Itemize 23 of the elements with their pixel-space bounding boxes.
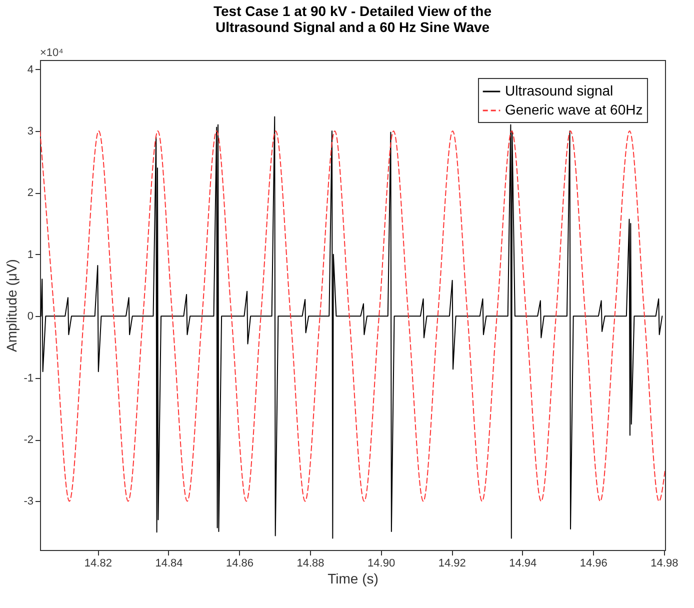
x-tick-label: 14.94 — [509, 558, 537, 570]
x-tick-label: 14.98 — [650, 558, 678, 570]
text: ×10⁴ — [40, 47, 64, 59]
legend-label: Ultrasound signal — [505, 82, 614, 98]
x-tick-label: 14.90 — [368, 558, 396, 570]
x-tick-label: 14.88 — [296, 558, 324, 570]
y-tick-label: 0 — [27, 310, 34, 323]
x-tick-label: 14.84 — [155, 558, 183, 570]
y-tick-label: 1 — [27, 248, 34, 261]
chart-title: Test Case 1 at 90 kV - Detailed View of the Ultrasound Signal and a 60 Hz Sine Wave — [213, 3, 492, 35]
x-tick-label: 14.86 — [226, 558, 254, 570]
y-tick-label: 3 — [27, 125, 34, 138]
x-tick-label: 14.92 — [438, 558, 466, 570]
legend-label: Generic wave at 60Hz — [505, 102, 643, 118]
y-axis-title: Amplitude (μV) — [4, 259, 20, 352]
y-tick-label: -1 — [24, 372, 34, 384]
y-tick-label: -2 — [24, 434, 34, 446]
y-tick-label: -3 — [24, 496, 34, 508]
x-tick-label: 14.82 — [84, 558, 112, 570]
y-tick-label: 4 — [27, 64, 34, 76]
x-axis-title: Time (s) — [328, 570, 378, 586]
y-tick-label: 2 — [27, 187, 34, 200]
x-tick-label: 14.96 — [580, 558, 608, 570]
